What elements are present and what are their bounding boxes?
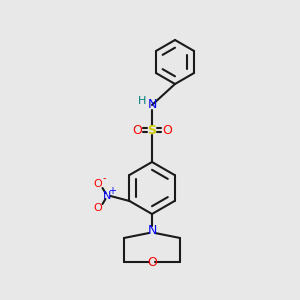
- Text: N: N: [103, 191, 112, 201]
- Text: N: N: [147, 98, 157, 112]
- Text: O: O: [162, 124, 172, 136]
- Text: S: S: [148, 124, 157, 136]
- Text: -: -: [103, 173, 106, 183]
- Text: H: H: [138, 96, 146, 106]
- Text: O: O: [132, 124, 142, 136]
- Text: O: O: [147, 256, 157, 268]
- Text: O: O: [93, 179, 102, 189]
- Text: N: N: [147, 224, 157, 236]
- Text: +: +: [109, 186, 116, 196]
- Text: O: O: [93, 203, 102, 213]
